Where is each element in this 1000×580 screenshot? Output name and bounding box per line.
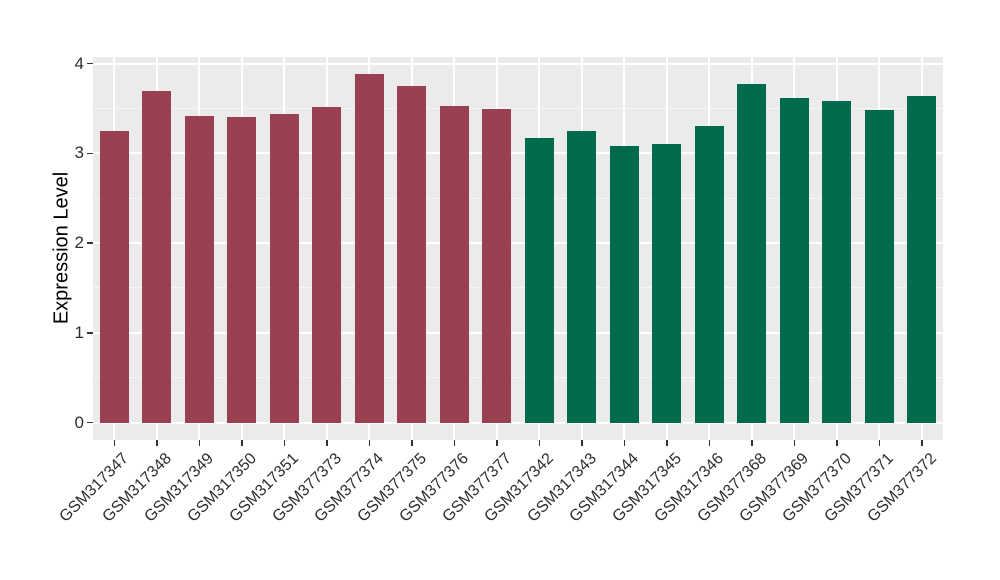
x-tick-mark [113, 440, 115, 446]
minor-gridline [93, 287, 943, 289]
major-gridline [93, 331, 943, 334]
y-tick-mark [87, 332, 93, 334]
bar-GSM377371 [864, 110, 894, 423]
bar-GSM317349 [184, 115, 214, 423]
y-tick-label: 0 [74, 412, 84, 432]
x-tick-mark [666, 440, 668, 446]
bar-GSM317344 [609, 146, 639, 423]
bar-GSM317346 [694, 126, 724, 423]
y-tick-label: 2 [74, 233, 84, 253]
bar-GSM377377 [482, 108, 512, 423]
bar-GSM377373 [312, 106, 342, 423]
x-tick-mark [538, 440, 540, 446]
bar-GSM317351 [269, 113, 299, 423]
plot-panel [93, 57, 943, 440]
bar-GSM377374 [354, 74, 384, 423]
minor-gridline [93, 377, 943, 379]
x-tick-mark [198, 440, 200, 446]
bar-GSM317347 [99, 130, 129, 423]
x-tick-mark [623, 440, 625, 446]
bar-GSM377370 [822, 101, 852, 423]
bar-GSM377375 [397, 86, 427, 423]
x-tick-mark [708, 440, 710, 446]
x-tick-mark [368, 440, 370, 446]
x-tick-mark [411, 440, 413, 446]
bar-GSM377368 [737, 84, 767, 423]
major-gridline [93, 152, 943, 155]
x-tick-mark [836, 440, 838, 446]
x-tick-mark [921, 440, 923, 446]
bar-GSM317345 [652, 143, 682, 423]
bar-GSM377376 [439, 105, 469, 423]
x-tick-mark [751, 440, 753, 446]
x-tick-mark [241, 440, 243, 446]
major-gridline [93, 62, 943, 65]
bar-GSM317348 [142, 90, 172, 423]
y-tick-label: 3 [74, 143, 84, 163]
y-tick-mark [87, 421, 93, 424]
major-gridline [93, 421, 943, 424]
x-tick-mark [496, 440, 498, 446]
x-tick-mark [283, 440, 285, 446]
bar-GSM317342 [524, 138, 554, 423]
x-tick-mark [878, 440, 880, 446]
bar-GSM317350 [227, 117, 257, 423]
x-tick-mark [581, 440, 583, 446]
y-tick-mark [87, 62, 93, 65]
minor-gridline [93, 108, 943, 109]
y-tick-label: 4 [74, 53, 84, 73]
y-tick-mark [87, 152, 93, 155]
bar-GSM377369 [779, 97, 809, 423]
x-tick-mark [453, 440, 455, 446]
x-tick-mark [793, 440, 795, 446]
major-gridline [93, 242, 943, 245]
y-tick-mark [87, 242, 93, 244]
y-tick-label: 1 [74, 322, 84, 342]
minor-gridline [93, 197, 943, 199]
bar-GSM377372 [907, 95, 937, 423]
bar-GSM317343 [567, 130, 597, 423]
x-tick-mark [156, 440, 158, 446]
x-tick-mark [326, 440, 328, 446]
